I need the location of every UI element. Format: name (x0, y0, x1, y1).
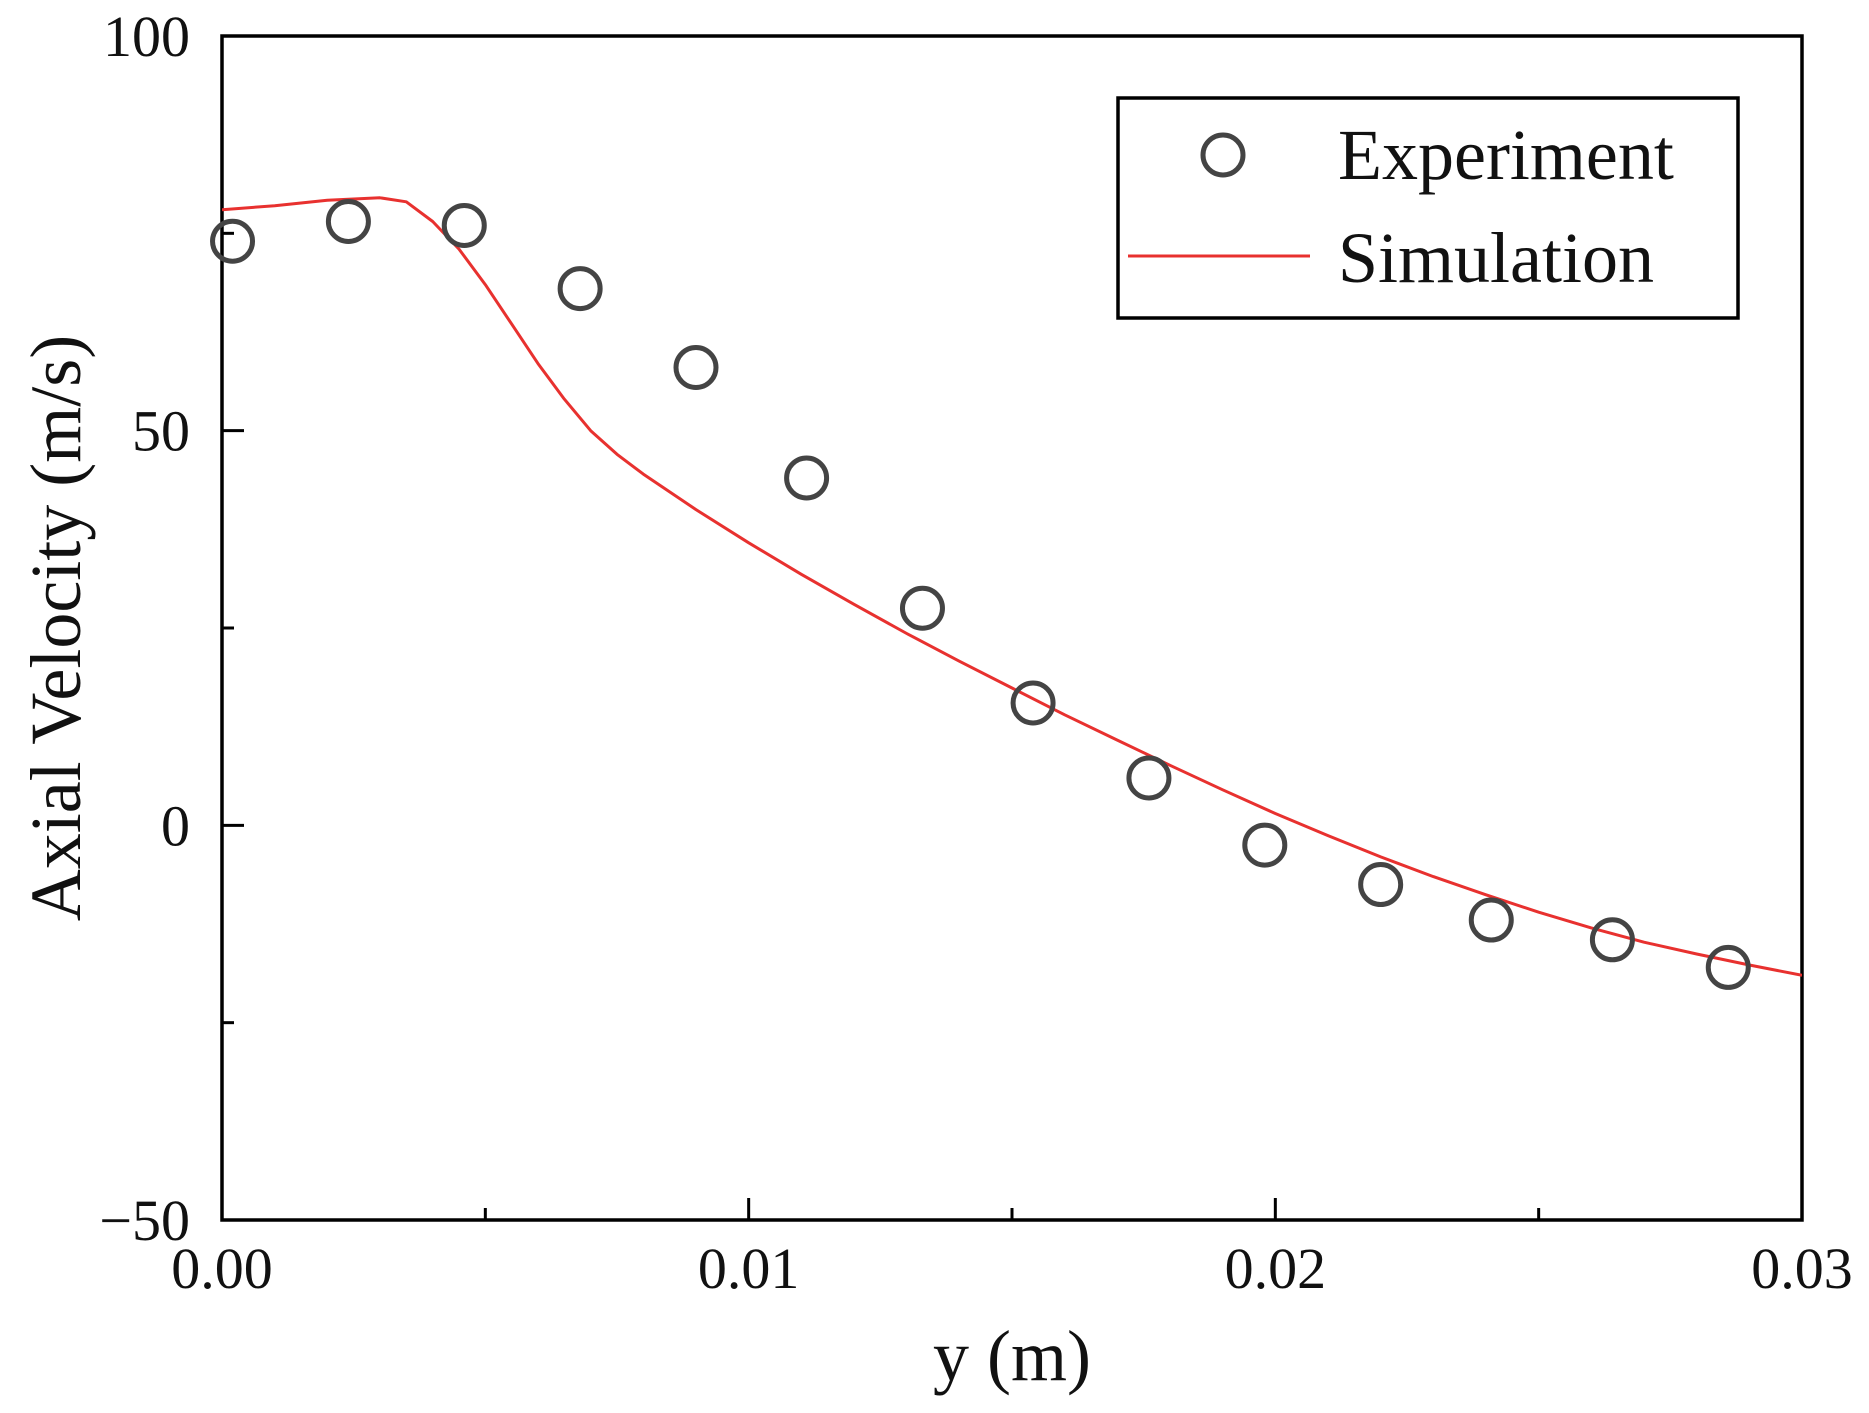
experiment-point (1358, 862, 1404, 908)
legend-experiment-marker (1200, 132, 1246, 178)
x-tick-label: 0.00 (171, 1236, 273, 1301)
x-tick-label: 0.03 (1751, 1236, 1853, 1301)
legend: Experiment Simulation (1116, 96, 1740, 320)
y-tick-label: 50 (132, 399, 190, 464)
experiment-point (1468, 897, 1514, 943)
experiment-point (557, 266, 603, 312)
experiment-point (1705, 944, 1751, 990)
experiment-point (899, 585, 945, 631)
y-tick-label: −50 (99, 1188, 190, 1253)
experiment-point (210, 218, 256, 264)
axis-ticks: 0.00 0.01 0.02 0.03 −50 0 50 100 (99, 4, 1852, 1301)
x-axis-title: y (m) (933, 1316, 1091, 1396)
experiment-point (325, 198, 371, 244)
experiment-point (441, 202, 487, 248)
experiment-point (1126, 755, 1172, 801)
legend-simulation-label: Simulation (1338, 218, 1654, 298)
x-tick-label: 0.01 (698, 1236, 800, 1301)
legend-experiment-label: Experiment (1338, 115, 1674, 195)
series-layer (210, 196, 1802, 990)
y-tick-label: 100 (103, 4, 190, 69)
x-tick-label: 0.02 (1225, 1236, 1327, 1301)
experiment-point (673, 345, 719, 391)
y-tick-label: 0 (161, 793, 190, 858)
y-axis-title: Axial Velocity (m/s) (16, 335, 96, 922)
experiment-point (1010, 680, 1056, 726)
experiment-point (1242, 822, 1288, 868)
experiment-point (1589, 917, 1635, 963)
experiment-point (784, 455, 830, 501)
